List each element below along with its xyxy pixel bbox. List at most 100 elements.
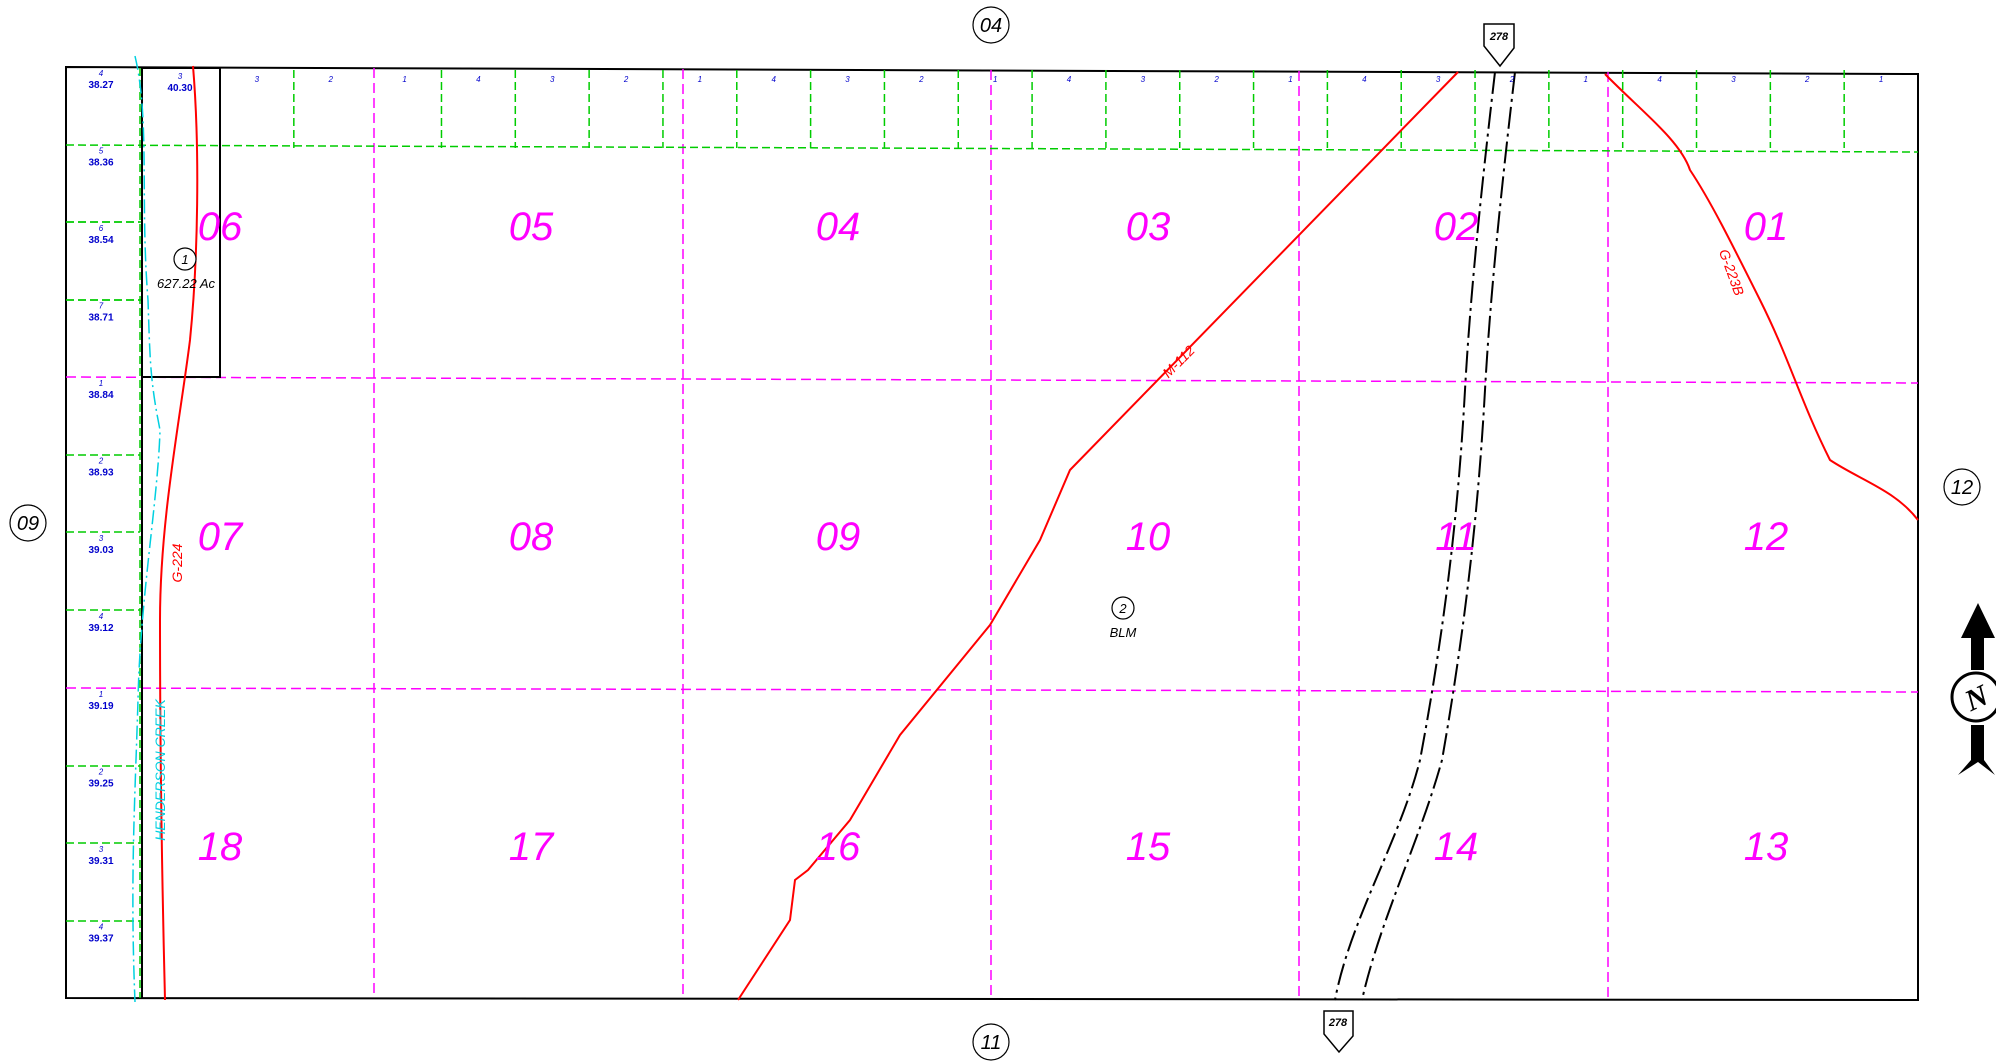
west-lot-acreage: 38.36 [88,158,113,169]
section-label: 06 [198,205,243,249]
g223b-line [1604,73,1919,521]
top-lot-number: 2 [1509,75,1515,84]
highway-278 [1334,71,1516,1001]
svg-text:11: 11 [981,1032,1002,1054]
west-lot-acreage: 38.93 [88,468,113,479]
section-label: 01 [1744,205,1789,249]
section-label: 02 [1434,205,1479,249]
section-label: 17 [509,825,555,869]
top-lot-number: 4 [1067,75,1072,84]
top-lot-number: 1 [402,75,406,84]
west-lot-number: 6 [99,224,104,233]
section-label: 11 [1435,515,1477,559]
top-lot-number: 3 [1141,75,1146,84]
adjacent-south: 11 [972,1023,1010,1061]
top-lot-number: 3 [255,75,260,84]
west-lot-acreage: 38.27 [88,80,113,91]
svg-text:09: 09 [17,513,39,535]
west-lot-number: 4 [99,69,104,78]
west-lot-number: 4 [99,923,104,932]
top-lot-number: 3 [1436,75,1441,84]
top-lot-number: 3 [550,75,555,84]
west-lot-number: 4 [99,612,104,621]
g224-label: G-224 [169,543,185,582]
west-lot-acreage: 38.54 [88,235,113,246]
section-label: 05 [509,205,554,249]
svg-text:627.22 Ac: 627.22 Ac [157,276,216,291]
section-label: 14 [1434,825,1479,869]
g223b-label: G-223B [1716,247,1748,298]
adjacent-east: 12 [1943,468,1981,506]
section-labels: 06 05 04 03 02 01 07 08 09 10 11 12 18 17 16 15 14 13 [198,205,1789,869]
top-lot-number: 3 [1731,75,1736,84]
top-lot-number: 1 [1879,75,1883,84]
west-lot-number: 3 [99,845,104,854]
west-lot-number: 1 [99,379,103,388]
section-lines [65,68,1919,1000]
west-lot-acreage: 38.71 [88,313,113,324]
m112-line [737,71,1459,1001]
section-label: 10 [1126,515,1171,559]
svg-text:278: 278 [1489,31,1509,43]
top-lot-number: 2 [1804,75,1810,84]
north-arrow: N [1950,603,1996,775]
west-lot-acreage: 39.19 [88,701,113,712]
g224-line [158,65,199,1001]
corner-lot-acreage: 40.30 [167,83,192,94]
section-label: 18 [198,825,243,869]
adjacent-north: 04 [972,6,1010,44]
section-label: 13 [1744,825,1789,869]
top-lot-number: 2 [328,75,334,84]
svg-text:04: 04 [980,15,1002,37]
adjacent-west: 09 [9,504,47,542]
section-label: 12 [1744,515,1789,559]
top-lot-labels: 3 2 1 4 3 2 1 4 3 2 1 4 3 2 1 4 3 2 1 4 3 2 1 [255,75,1884,84]
top-lot-number: 1 [1288,75,1292,84]
top-lot-number: 2 [623,75,629,84]
section-label: 08 [509,515,554,559]
top-lot-number: 2 [918,75,924,84]
top-lot-number: 4 [771,75,776,84]
svg-text:278: 278 [1328,1017,1348,1029]
section-label: 07 [198,515,244,559]
west-lot-number: 1 [99,690,103,699]
west-lot-acreage: 39.03 [88,545,113,556]
top-lot-number: 4 [1362,75,1367,84]
svg-text:BLM: BLM [1110,625,1137,640]
top-lot-number: 2 [1213,75,1219,84]
svg-text:2: 2 [1118,601,1127,616]
creek-line [132,55,161,1003]
west-lot-number: 2 [98,768,104,777]
west-lot-number: 5 [99,147,104,156]
west-lot-acreage: 39.37 [88,934,113,945]
section-label: 04 [816,205,861,249]
section-label: 09 [816,515,861,559]
west-lot-acreage: 38.84 [88,390,113,401]
section-label: 15 [1126,825,1171,869]
township-boundary [65,65,1919,1002]
west-lot-acreage: 39.25 [88,779,113,790]
section-label: 16 [816,825,861,869]
lot-lines [65,68,1919,998]
top-lot-number: 3 [845,75,850,84]
top-lot-number: 4 [476,75,481,84]
top-lot-number: 1 [993,75,997,84]
svg-text:12: 12 [1951,477,1973,499]
west-lot-labels: 4 38.27 5 38.36 6 38.54 7 38.71 1 38.84 2 38.93 3 39.… [88,69,113,945]
svg-text:1: 1 [181,252,188,267]
parcel-2-marker: 2 BLM [1110,596,1137,640]
west-lot-number: 2 [98,457,104,466]
creek-label: HENDERSON CREEK [152,699,168,841]
top-lot-number: 4 [1657,75,1662,84]
west-lot-acreage: 39.31 [88,856,113,867]
west-lot-number: 3 [99,534,104,543]
highway-shield-top: 278 [1483,23,1515,68]
top-lot-number: 1 [1584,75,1588,84]
west-lot-acreage: 39.12 [88,623,113,634]
highway-shield-bottom: 278 [1323,1010,1354,1054]
west-lot-number: 7 [99,302,104,311]
corner-lot-number: 3 [178,72,183,81]
top-lot-number: 1 [698,75,702,84]
parcel-1-marker: 1 627.22 Ac [157,247,216,291]
